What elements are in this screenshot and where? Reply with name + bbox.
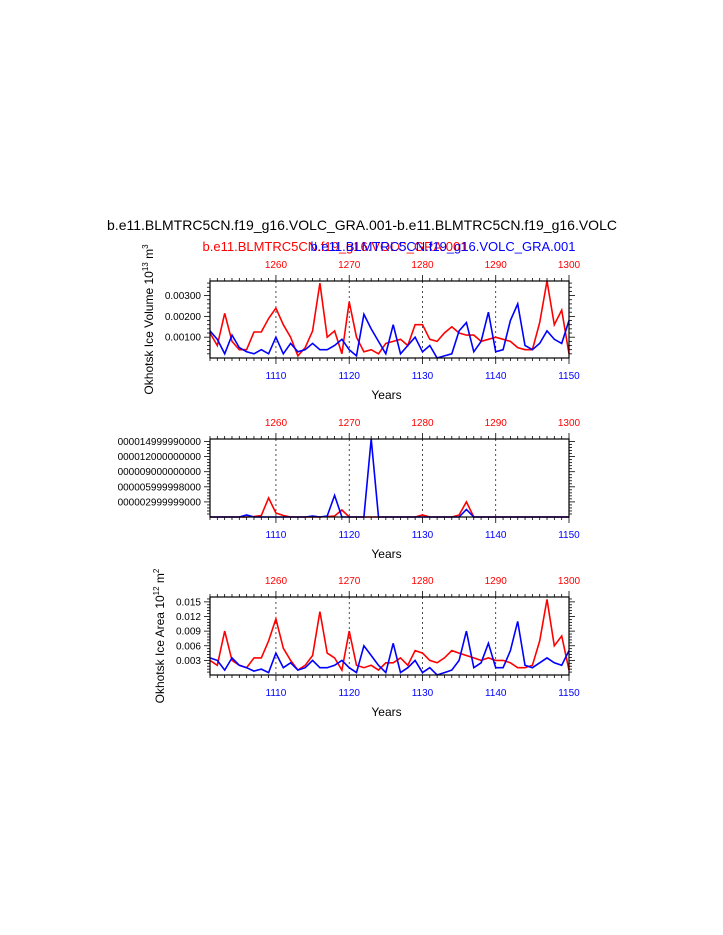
plot-frame [209,280,570,359]
x-tick-label-top: 1300 [558,576,581,587]
x-tick-label-top: 1290 [485,576,508,587]
x-tick-label-bottom: 1120 [338,371,360,382]
x-tick-label-bottom: 1140 [485,688,507,699]
x-tick-label-bottom: 1130 [412,688,434,699]
x-tick-label-top: 1290 [485,260,508,271]
y-tick-label: 0.012 [176,612,201,623]
x-tick-label-bottom: 1110 [266,371,287,382]
figure-title: b.e11.BLMTRC5CN.f19_g16.VOLC_GRA.001-b.e… [107,217,617,233]
x-tick-label-top: 1290 [485,418,508,429]
x-tick-label-top: 1260 [265,418,288,429]
y-tick-label: 000002999999000 [118,497,202,508]
legend-left-label: b.e11.BLMTRC5CN.f19_g16.VOLC_GRA.001 [203,239,468,254]
x-tick-label-top: 1300 [558,418,581,429]
x-tick-label-top: 1280 [411,576,434,587]
y-tick-label: 0.003 [176,656,201,667]
x-tick-label-bottom: 1150 [558,530,580,541]
plot-1: 1110 1120 1130 1140 1150 1260 1270 1280 1290 1300… [141,244,581,402]
x-tick-label-top: 1260 [265,576,288,587]
x-axis-label: Years [371,547,401,561]
red-series-line [209,280,570,358]
x-tick-label-bottom: 1110 [266,688,287,699]
x-axis-label: Years [371,388,401,402]
plots-group: 1110 1120 1130 1140 1150 1260 1270 1280 1290 1300… [118,244,581,719]
x-tick-label-bottom: 1110 [266,530,287,541]
red-series-line [209,599,570,673]
y-tick-label: 0.00100 [165,333,202,344]
x-tick-label-top: 1270 [338,260,361,271]
x-tick-label-top: 1280 [411,260,434,271]
y-tick-label: 0.00300 [165,291,202,302]
y-tick-label: 000014999990000 [118,437,202,448]
x-tick-label-bottom: 1140 [485,371,507,382]
x-tick-label-bottom: 1120 [338,688,360,699]
x-tick-label-top: 1300 [558,260,581,271]
plot-3: 1110 1120 1130 1140 1150 1260 1270 1280 1290 1300… [152,568,581,719]
x-tick-label-bottom: 1130 [412,371,434,382]
y-tick-label: 000012000000000 [118,452,202,463]
x-tick-label-bottom: 1130 [412,530,434,541]
plot-frame [209,438,570,518]
legend-right-label: b.e11.BLMTRC5CN.f19_g16.VOLC_GRA.001 [311,239,576,254]
x-tick-label-bottom: 1150 [558,371,580,382]
y-tick-label: 000005999998000 [118,482,202,493]
red-series-line [210,495,569,518]
blue-series-line [210,438,569,518]
x-tick-label-bottom: 1140 [485,530,507,541]
y-tick-label: 0.009 [176,627,201,638]
x-tick-label-bottom: 1120 [338,530,360,541]
y-tick-label: 0.00200 [165,312,202,323]
x-tick-label-top: 1270 [338,418,361,429]
x-tick-label-bottom: 1150 [558,688,580,699]
plot-2: 1110 1120 1130 1140 1150 1260 1270 1280 1290 1300… [118,418,581,561]
blue-series-line [209,301,570,359]
x-axis-label: Years [371,705,401,719]
x-tick-label-top: 1280 [411,418,434,429]
y-tick-label: 0.015 [176,597,201,608]
y-tick-label: 0.006 [176,641,201,652]
y-tick-label: 000009000000000 [118,467,202,478]
x-tick-label-top: 1270 [338,576,361,587]
x-tick-label-top: 1260 [265,260,288,271]
y-axis-label: Okhotsk Ice Area 1012 m2 [152,568,167,703]
blue-series-line [209,621,570,676]
plot-frame [209,596,570,676]
y-axis-label: Okhotsk Ice Volume 1013 m3 [141,244,156,395]
